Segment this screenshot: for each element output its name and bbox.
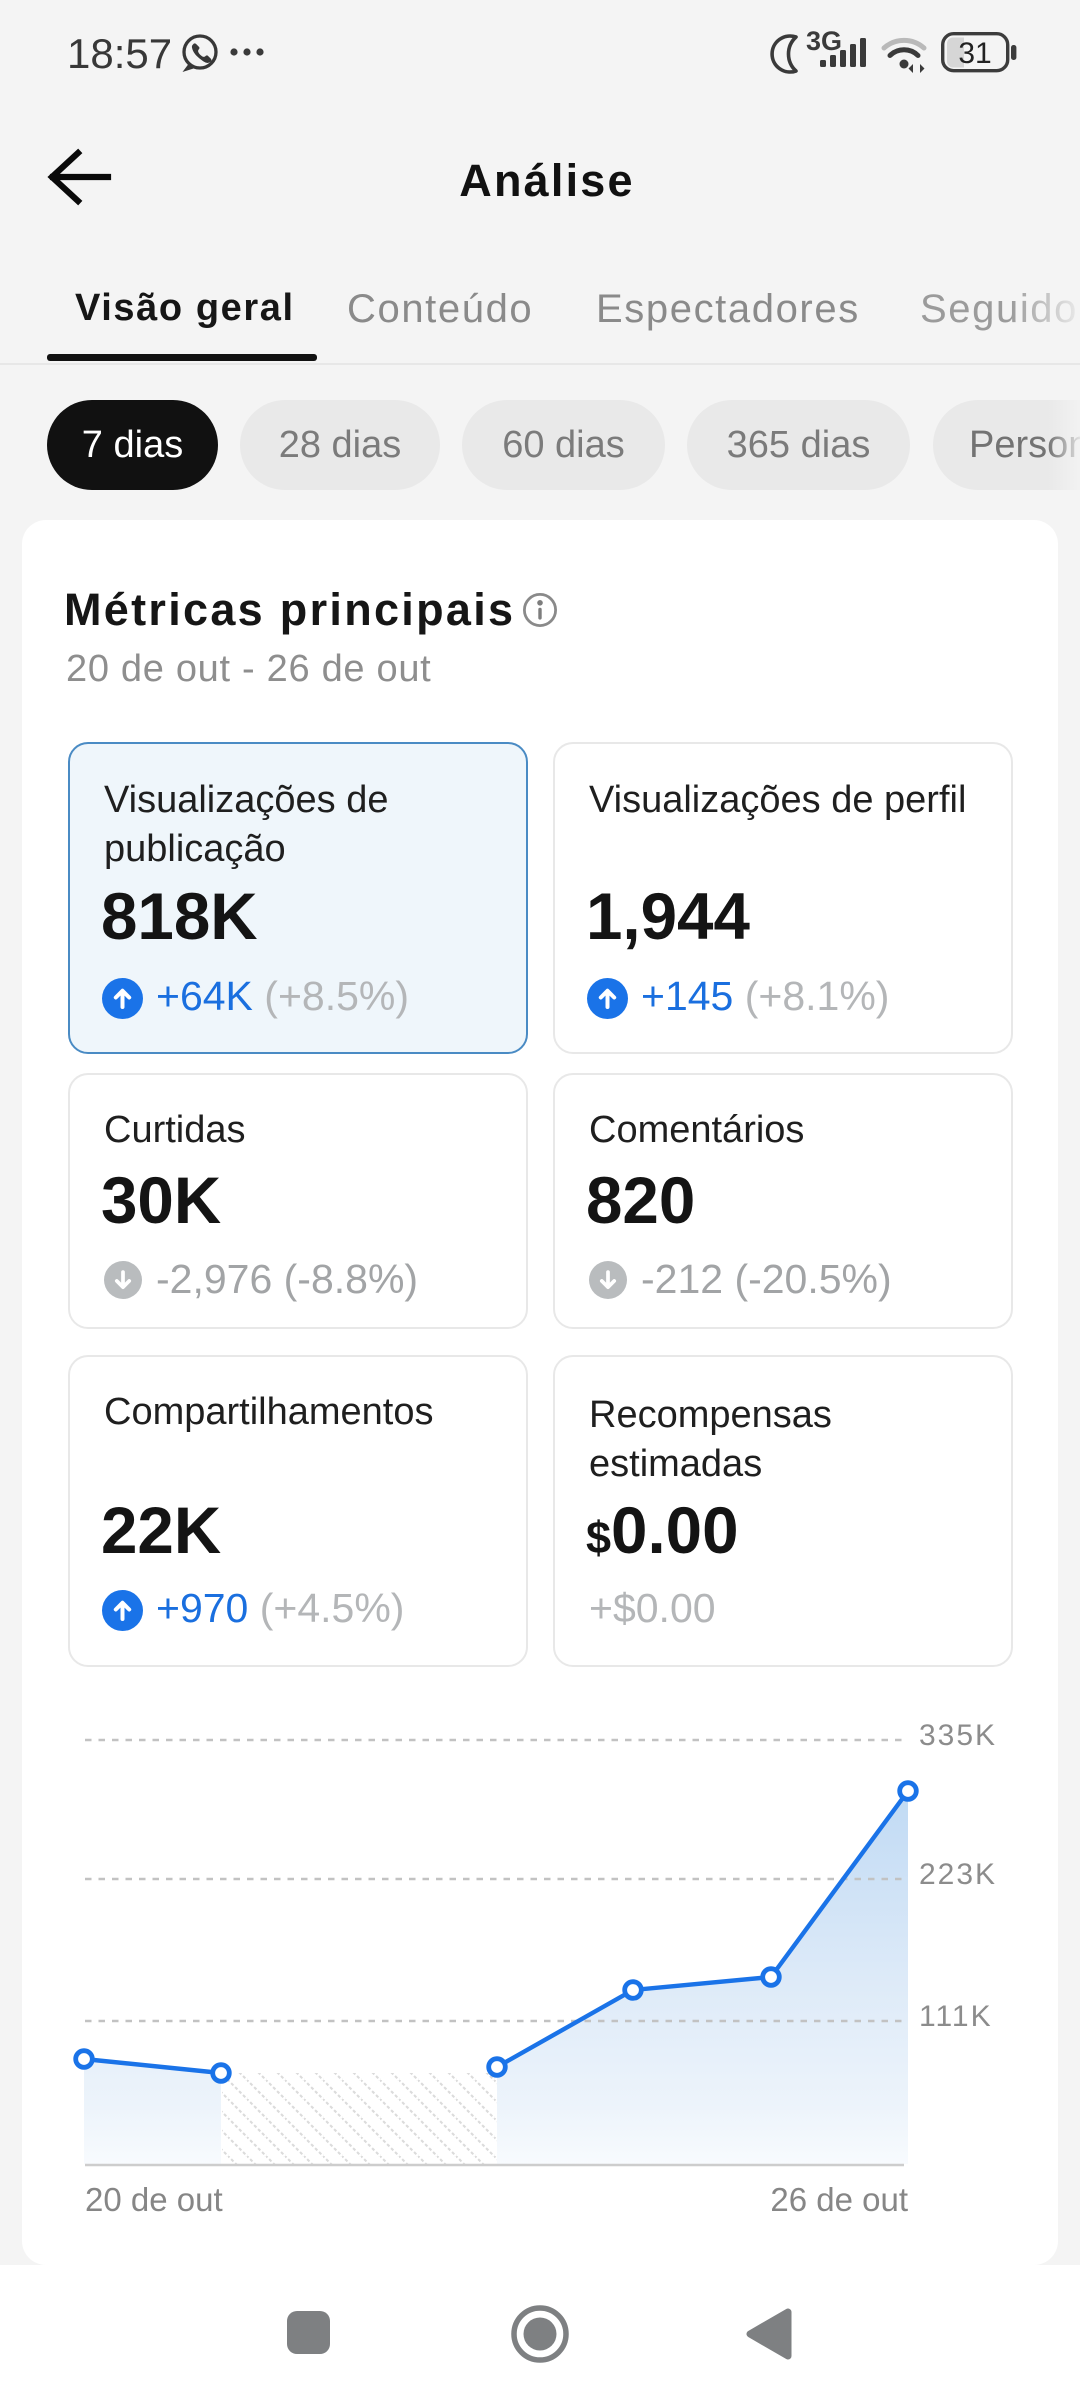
svg-text:31: 31 [958, 37, 991, 70]
